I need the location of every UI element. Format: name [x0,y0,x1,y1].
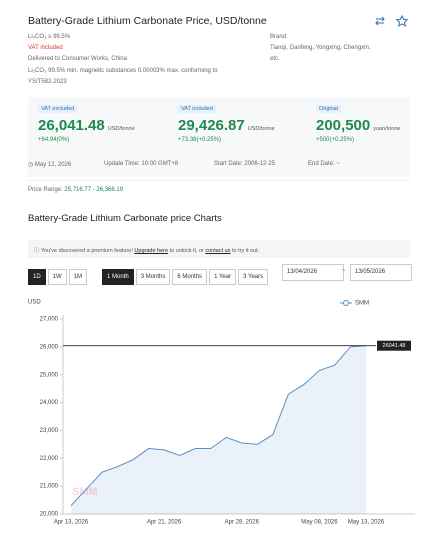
price-value-row: 200,500 yuan/tonne [316,117,400,135]
range-button[interactable]: 6 Months [172,269,208,285]
price-change: +64.94(0%) [38,137,70,143]
price-value-row: 26,041.48 USD/tonne [38,117,135,135]
reference-label: 26041.48 [383,343,406,349]
y-tick-label: 20,000 [40,512,59,518]
brand-names: Tianqi, Ganfeng, Yongxing, Chengxin, [270,45,371,51]
spec-delivery: Delivered to Consumer Works, China [28,56,127,62]
y-tick-label: 24,000 [40,400,59,406]
y-tick-label: 25,000 [40,372,59,378]
page-title: Battery-Grade Lithium Carbonate Price, U… [28,15,267,27]
meta-start: Start Date: 2006-12-25 [214,161,276,167]
toolbar-icons[interactable] [374,15,408,27]
price-tag: VAT excluded [38,105,78,113]
legend-marker [343,300,349,306]
price-value: 29,426.87 [178,117,245,134]
granularity-button[interactable]: 1W [47,269,67,285]
divider [28,180,410,181]
meta-end: End Date: ~ [308,161,340,167]
line [70,345,367,506]
range-label: Price Range: [28,187,63,193]
brand-label: Brand: [270,34,288,40]
start-date-input[interactable]: 13/04/2026 [282,264,344,281]
spec-purity: Li₂CO₃ ≥ 99.5% [28,34,71,40]
granularity-button[interactable]: 1D [28,269,46,285]
y-tick-label: 27,000 [40,317,59,323]
price-value: 26,041.48 [38,117,105,134]
notice-text: to try it out. [230,248,260,254]
y-tick-label: 21,000 [40,484,59,490]
price-change: +500(+0.25%) [316,137,355,143]
legend-label: SMM [355,301,369,307]
range-button[interactable]: 3 Months [135,269,171,285]
reference-label-box [377,340,411,351]
price-unit: USD/tonne [247,126,275,132]
brand-names: etc. [270,56,280,62]
y-axis-label: USD [28,300,41,306]
x-tick-label: Apr 28, 2026 [225,520,260,526]
area-fill [71,345,366,514]
swap-icon[interactable] [375,16,385,26]
x-tick-label: May 08, 2026 [301,520,338,526]
contact-link[interactable]: contact us [205,248,231,254]
range-button[interactable]: 1 Month [102,269,134,285]
watermark: SMM [72,486,98,498]
granularity-group: 1D 1W 1M [28,265,89,285]
price-range: Price Range: 25,716.77 - 26,366.19 [28,187,123,193]
spec-standard: Li₂CO₃ 99.5% min, magnetic substances 0.… [28,68,218,74]
y-tick-label: 22,000 [40,456,59,462]
range-button[interactable]: 1 Year [209,269,237,285]
range-button[interactable]: 3 Years [238,269,269,285]
end-date-input[interactable]: 13/05/2026 [350,264,412,281]
price-change: +73.38(+0.25%) [178,137,222,143]
upgrade-link[interactable]: Upgrade here [134,248,169,254]
price-tag: Original [316,105,341,113]
notice-text: You've discovered a premium feature! [40,248,135,254]
notice-text: to unlock it, or [168,248,206,254]
price-tag: VAT included [178,105,216,113]
y-tick-label: 23,000 [40,428,59,434]
meta-date: ◷ May 12, 2026 [28,162,72,168]
date-separator: ~ [342,268,346,274]
notice-box [28,240,410,258]
notice: ⓘ You've discovered a premium feature! U… [34,248,260,254]
price-value-row: 29,426.87 USD/tonne [178,117,275,135]
y-tick-label: 26,000 [40,344,59,350]
price-box [28,97,410,177]
granularity-button[interactable]: 1M [68,269,88,285]
price-value: 200,500 [316,117,371,134]
x-tick-label: Apr 21, 2026 [147,520,182,526]
range-value: 25,716.77 - 26,366.19 [64,187,124,193]
star-icon[interactable] [395,15,408,27]
x-tick-label: Apr 13, 2026 [54,520,89,526]
range-group: 1 Month 3 Months 6 Months 1 Year 3 Years [102,265,270,285]
section-title: Battery-Grade Lithium Carbonate price Ch… [28,213,222,224]
meta-update: Update Time: 10:00 GMT+8 [104,161,179,167]
x-tick-label: May 13, 2026 [348,520,385,526]
date: May 12, 2026 [34,162,72,168]
spec-vat: VAT included [28,45,63,51]
spec-standard: YS/T582-2023 [28,79,67,85]
price-unit: USD/tonne [107,126,135,132]
price-unit: yuan/tonne [373,126,401,132]
